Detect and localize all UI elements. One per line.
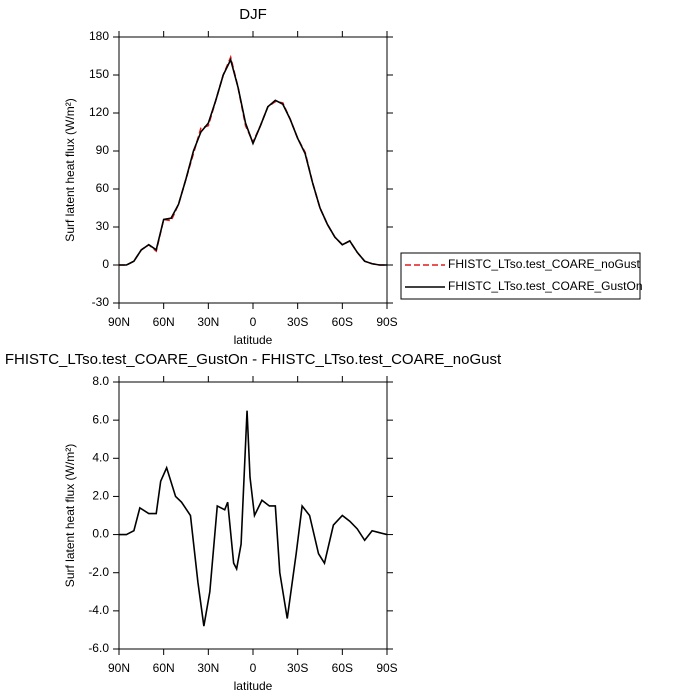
- plot-frame: [118, 381, 388, 650]
- data-line: [119, 54, 387, 266]
- plot-frame: [118, 36, 388, 304]
- x-tick-label: 90N: [108, 315, 130, 329]
- x-tick-label: 30N: [197, 315, 219, 329]
- y-axis-label: Surf latent heat flux (W/m²): [63, 444, 77, 587]
- legend-label: FHISTC_LTso.test_COARE_noGust: [448, 257, 641, 271]
- y-tick-label: 0: [102, 257, 109, 271]
- x-axis-label: latitude: [234, 333, 273, 347]
- y-tick-label: 60: [96, 181, 110, 195]
- y-tick-label: 2.0: [92, 489, 109, 503]
- y-tick-label: -4.0: [88, 603, 109, 617]
- y-tick-label: 0.0: [92, 527, 109, 541]
- legend-box: [400, 252, 641, 300]
- x-tick-label: 60N: [153, 661, 175, 675]
- y-tick-label: 30: [96, 219, 110, 233]
- legend-label: FHISTC_LTso.test_COARE_GustOn: [448, 279, 643, 293]
- x-tick-label: 0: [250, 315, 257, 329]
- y-tick-label: 180: [89, 29, 109, 43]
- x-tick-label: 90N: [108, 661, 130, 675]
- x-tick-label: 60S: [332, 661, 353, 675]
- x-tick-label: 30S: [287, 315, 308, 329]
- y-tick-label: 120: [89, 105, 109, 119]
- x-tick-label: 0: [250, 661, 257, 675]
- data-line: [119, 410, 388, 627]
- x-tick-label: 90S: [376, 661, 397, 675]
- data-line: [119, 57, 387, 266]
- y-axis-label: Surf latent heat flux (W/m²): [63, 98, 77, 241]
- y-tick-label: 150: [89, 67, 109, 81]
- chart-title: DJF: [239, 6, 267, 23]
- x-axis-label: latitude: [234, 679, 273, 693]
- y-tick-label: -2.0: [88, 565, 109, 579]
- y-tick-label: 90: [96, 143, 110, 157]
- y-tick-label: 8.0: [92, 374, 109, 388]
- y-tick-label: 4.0: [92, 450, 109, 464]
- x-tick-label: 90S: [376, 315, 397, 329]
- chart-title: FHISTC_LTso.test_COARE_GustOn - FHISTC_L…: [5, 351, 502, 368]
- y-tick-label: -6.0: [88, 641, 109, 655]
- x-tick-label: 60N: [153, 315, 175, 329]
- y-tick-label: -30: [92, 295, 110, 309]
- y-tick-label: 6.0: [92, 412, 109, 426]
- x-tick-label: 30S: [287, 661, 308, 675]
- x-tick-label: 60S: [332, 315, 353, 329]
- x-tick-label: 30N: [197, 661, 219, 675]
